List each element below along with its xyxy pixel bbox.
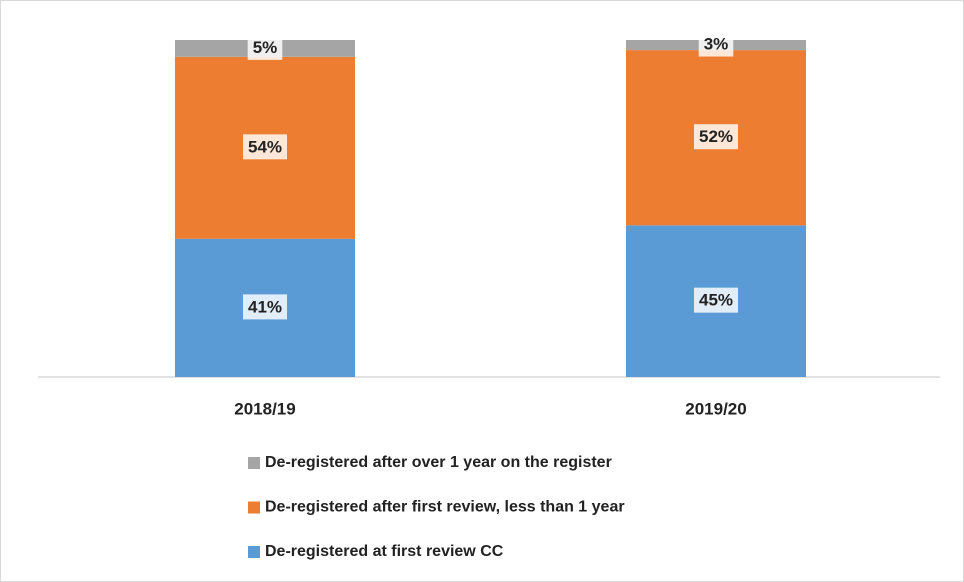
legend-swatch <box>248 501 260 514</box>
data-label: 54% <box>248 137 282 156</box>
legend-swatch <box>248 457 260 469</box>
data-label-group: 41% <box>242 294 288 320</box>
data-label: 52% <box>699 127 733 146</box>
x-tick-label: 2019/20 <box>685 399 746 418</box>
x-tick-label: 2018/19 <box>234 399 295 418</box>
data-label: 45% <box>699 291 733 310</box>
data-label-bg <box>247 34 283 60</box>
data-label-group: 54% <box>242 134 288 160</box>
data-label-bg <box>693 124 739 150</box>
legend-swatch <box>248 546 260 558</box>
data-label-group: 3% <box>698 31 734 57</box>
data-label-group: 45% <box>693 287 739 313</box>
data-label: 3% <box>704 35 729 54</box>
data-label-bg <box>693 287 739 313</box>
data-label-bg <box>242 294 288 320</box>
data-label-group: 5% <box>247 34 283 60</box>
legend-label: De-registered at first review CC <box>265 543 504 560</box>
data-label-bg <box>242 134 288 160</box>
data-label-bg <box>698 31 734 57</box>
data-label: 41% <box>248 297 282 316</box>
data-label-group: 52% <box>693 124 739 150</box>
legend-label: De-registered after over 1 year on the r… <box>265 454 612 471</box>
data-label: 5% <box>253 38 278 57</box>
legend-label: De-registered after first review, less t… <box>265 499 625 516</box>
